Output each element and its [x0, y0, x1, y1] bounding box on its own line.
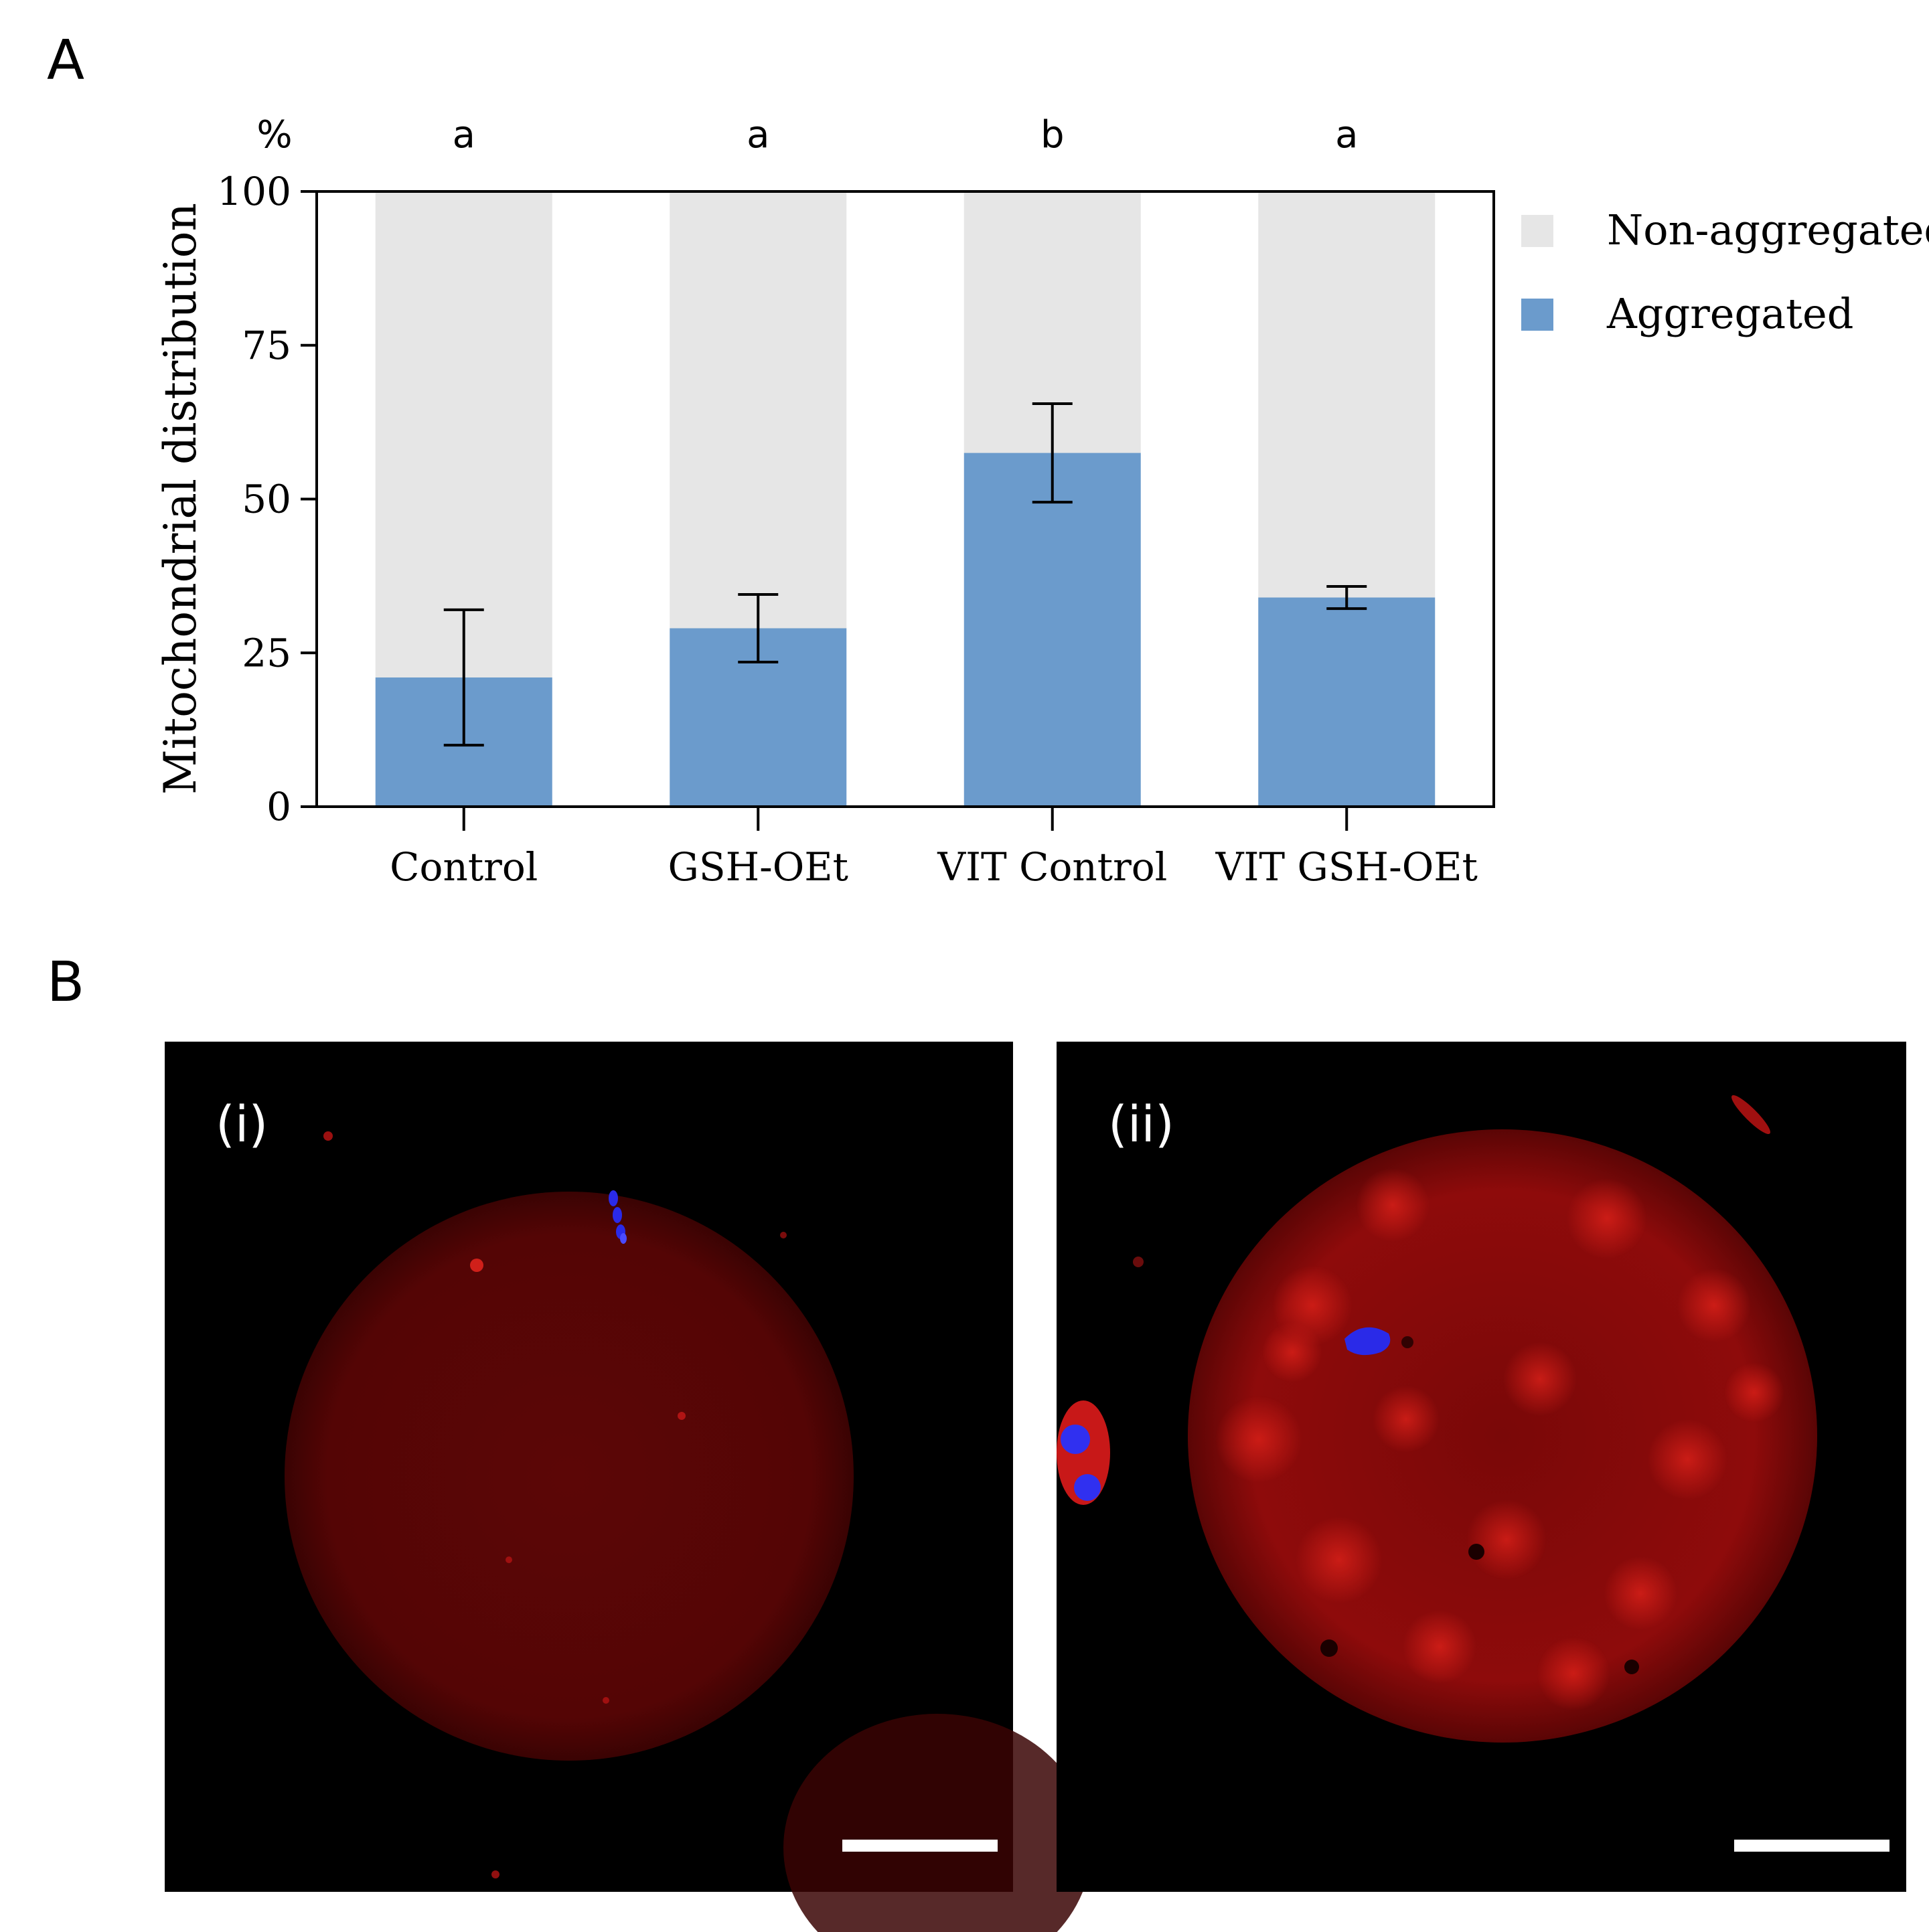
bar-aggregated: [1258, 597, 1436, 807]
scale-bar-ii: [1734, 1840, 1889, 1852]
error-bars: [443, 402, 1367, 747]
bar-non-aggregated: [375, 191, 552, 678]
bars: [375, 191, 1436, 807]
panel-b-label: B: [47, 951, 84, 1014]
legend-swatch: [1521, 299, 1553, 331]
x-tick-label: VIT GSH-OEt: [1215, 844, 1478, 890]
y-tick-label: 50: [242, 477, 291, 522]
y-tick-label: 100: [217, 169, 291, 214]
mitochondria-clusters-ii: [1215, 1168, 1784, 1710]
legend-label: Non-aggregated: [1607, 206, 1929, 254]
micrograph-i-label: (i): [216, 1096, 268, 1153]
significance-letter: a: [1335, 113, 1358, 157]
chromosomes-ii: [1344, 1327, 1391, 1356]
significance-letter: a: [747, 113, 769, 157]
neighbor-oocyte-i: [783, 1714, 1091, 1932]
y-tick-label: 25: [242, 630, 291, 675]
y-tick-label: 75: [242, 323, 291, 368]
legend: Non-aggregated Aggregated: [1521, 206, 1929, 338]
cytoplasmic-vacuoles-ii: [1320, 1336, 1639, 1674]
y-axis-label: Mitochondrial distribution: [155, 203, 206, 795]
significance-letter: b: [1040, 113, 1065, 157]
oocyte-i: [285, 1192, 854, 1761]
x-tick-label: VIT Control: [937, 844, 1167, 890]
x-tick-label: Control: [390, 844, 538, 890]
legend-label: Aggregated: [1606, 289, 1853, 338]
legend-swatch: [1521, 215, 1553, 247]
x-tick-label: GSH-OEt: [668, 844, 848, 890]
micrograph-i: (i): [165, 1042, 1091, 1932]
bar-non-aggregated: [1258, 191, 1436, 598]
chromosomes-i: [609, 1190, 627, 1244]
bar-aggregated: [963, 453, 1141, 807]
panel-a-label: A: [47, 29, 84, 92]
x-axis: Control GSH-OEt VIT Control VIT GSH-OEt: [390, 807, 1478, 890]
debris-ii: [1133, 1095, 1770, 1267]
unit-label: %: [256, 113, 292, 157]
y-axis: 0 25 50 75 100: [217, 169, 317, 829]
bar-non-aggregated: [670, 191, 847, 629]
y-tick-label: 0: [266, 784, 291, 829]
polar-body-ii: [1057, 1400, 1110, 1505]
scale-bar-i: [842, 1840, 998, 1852]
micrograph-ii-label: (ii): [1108, 1096, 1174, 1153]
significance-letter: a: [453, 113, 475, 157]
micrograph-ii: (ii): [1057, 1042, 1906, 1892]
mitochondria-spots-i: [323, 1131, 787, 1878]
stacked-bar-chart: % a a b a 0 25 50 75 100 Control GSH-OEt VIT Cont…: [155, 113, 1929, 890]
